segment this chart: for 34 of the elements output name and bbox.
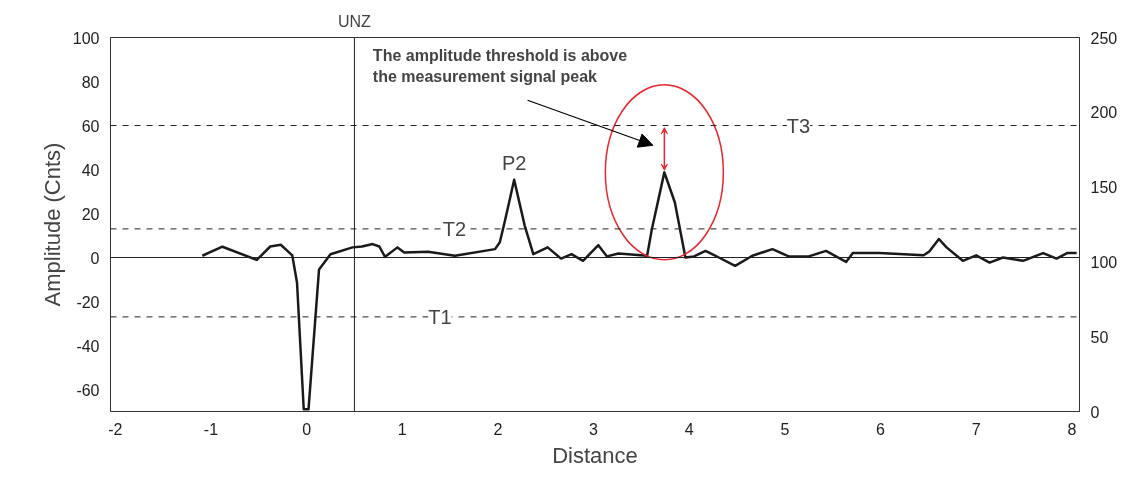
y-tick-label: -40	[76, 337, 100, 355]
x-tick-label: 7	[971, 420, 981, 438]
x-tick-label: 0	[302, 420, 312, 438]
x-tick-label: -1	[203, 420, 219, 438]
y-tick-label: 40	[81, 161, 100, 179]
x-tick-label: 8	[1067, 420, 1077, 438]
annotation: P2	[501, 151, 527, 174]
y-tick-label: -20	[76, 293, 100, 311]
y-tick-label: 80	[81, 73, 100, 91]
x-tick-label: 3	[589, 420, 599, 438]
y2-tick-label: 150	[1090, 179, 1118, 197]
x-tick-label: 4	[684, 420, 694, 438]
annotation: The amplitude threshold is above the measurement signal peak	[372, 47, 628, 85]
y-tick-label: 100	[72, 29, 100, 47]
x-tick-label: -2	[108, 420, 123, 438]
y2-tick-label: 200	[1090, 104, 1118, 122]
y-tick-label: 60	[81, 117, 100, 135]
y2-tick-label: 100	[1090, 253, 1118, 271]
y-tick-label: 20	[81, 205, 100, 223]
ref-line-label: T3	[786, 114, 811, 137]
y-axis-title: Amplitude (Cnts)	[39, 142, 65, 307]
y2-tick-label: 250	[1090, 29, 1118, 47]
x-tick-label: 2	[493, 420, 503, 438]
y2-tick-label: 50	[1090, 328, 1109, 346]
x-axis-title: Distance	[552, 442, 638, 468]
ref-line-label: UNZ	[337, 12, 372, 30]
y-tick-label: 0	[90, 249, 100, 267]
y2-tick-label: 0	[1090, 403, 1100, 421]
x-tick-label: 5	[780, 420, 790, 438]
y-tick-label: -60	[76, 381, 100, 399]
x-tick-label: 6	[876, 420, 886, 438]
ref-line-label: T1	[428, 305, 452, 328]
ref-line-label: T2	[442, 217, 467, 240]
x-tick-label: 1	[397, 420, 407, 438]
